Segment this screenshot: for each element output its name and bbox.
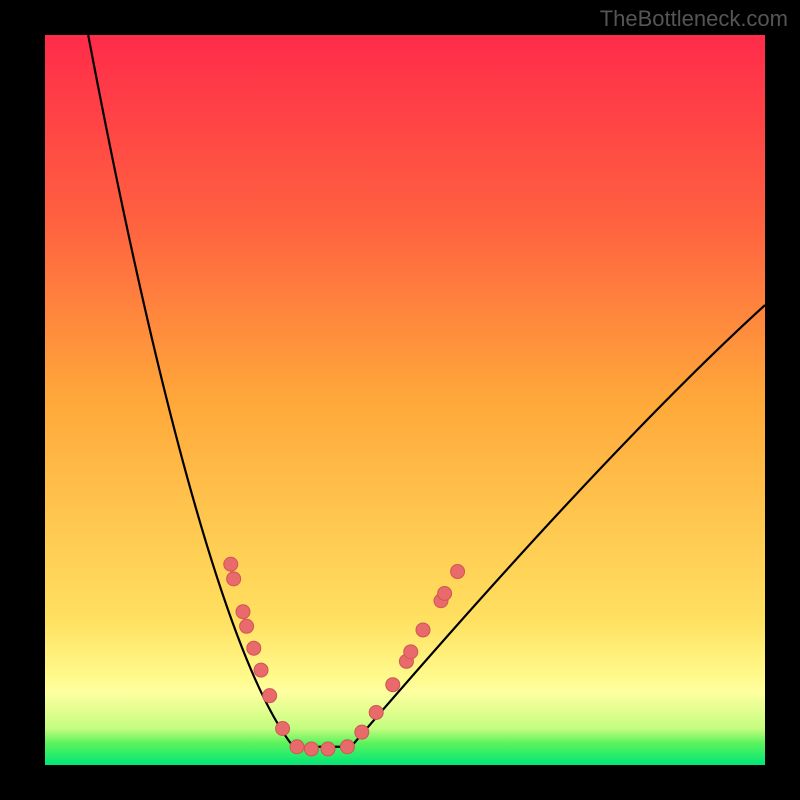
data-marker [254,663,268,677]
data-marker [290,740,304,754]
watermark-text: TheBottleneck.com [600,6,788,32]
data-marker [247,641,261,655]
data-marker [321,742,335,756]
data-marker [304,742,318,756]
data-marker [404,645,418,659]
data-marker [451,565,465,579]
data-marker [224,557,238,571]
data-marker [386,678,400,692]
bottleneck-curve [88,35,765,747]
data-marker [416,623,430,637]
data-marker [340,740,354,754]
data-marker [236,605,250,619]
data-marker [276,722,290,736]
data-marker [263,689,277,703]
data-marker [438,586,452,600]
data-marker [355,725,369,739]
data-marker [227,572,241,586]
chart-svg [0,0,800,800]
data-marker [369,705,383,719]
data-marker [240,619,254,633]
